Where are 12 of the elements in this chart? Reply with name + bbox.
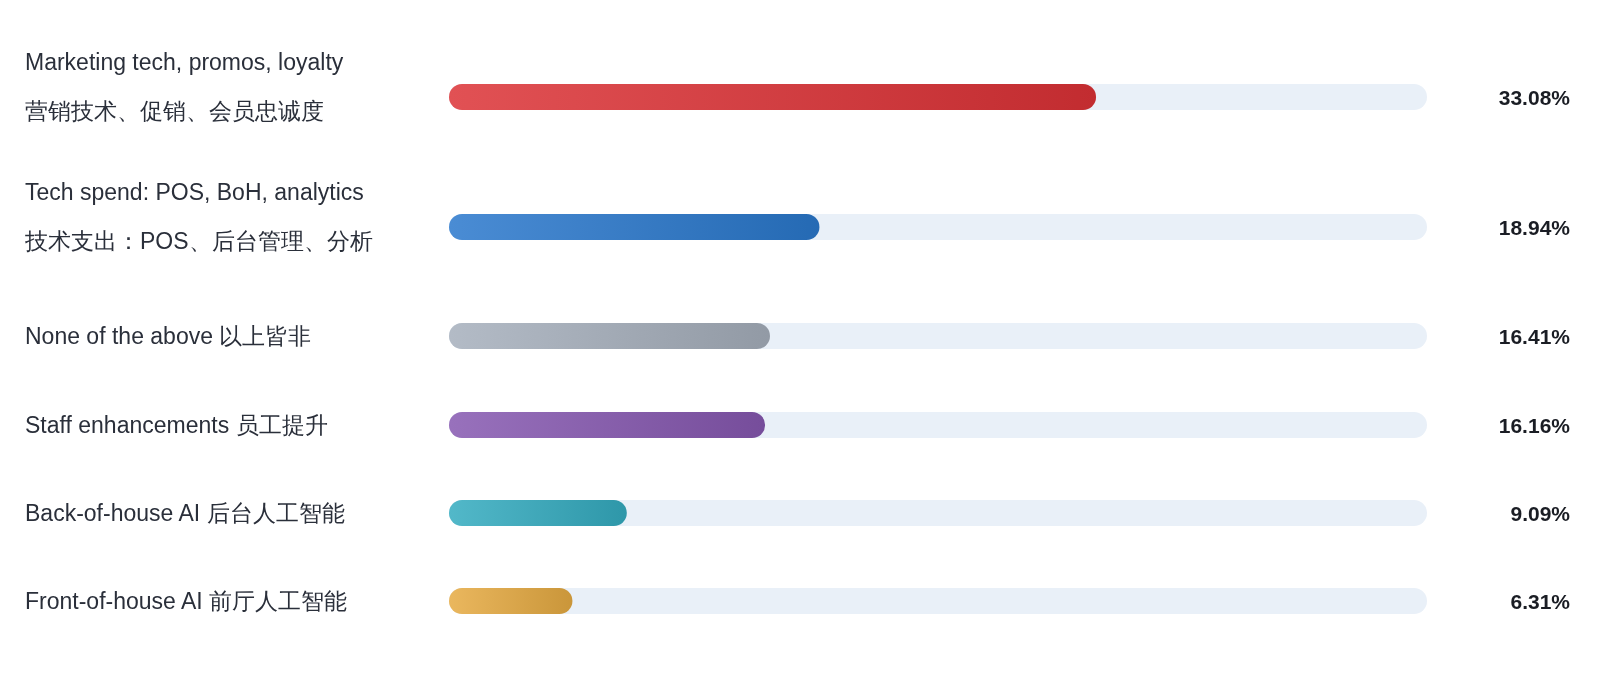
data-label: 9.09% [1510,502,1571,525]
y-tick-label: Marketing tech, promos, loyalty 营销技术、促销、会员忠诚度 [25,49,344,124]
y-tick-label: Back-of-house AI 后台人工智能 [25,500,345,526]
y-tick-label: None of the above 以上皆非 [25,323,312,349]
y-tick-label: Tech spend: POS, BoH, analytics 技术支出：POS、后台管理、分析 [24,179,373,254]
data-label: 6.31% [1510,590,1571,613]
data-label: 16.16% [1498,414,1571,437]
data-label: 16.41% [1498,325,1571,348]
data-label: 33.08% [1498,86,1571,109]
y-tick-label: Staff enhancements 员工提升 [25,412,328,438]
data-label: 18.94% [1498,216,1571,239]
y-tick-label: Front-of-house AI 前厅人工智能 [25,588,348,614]
